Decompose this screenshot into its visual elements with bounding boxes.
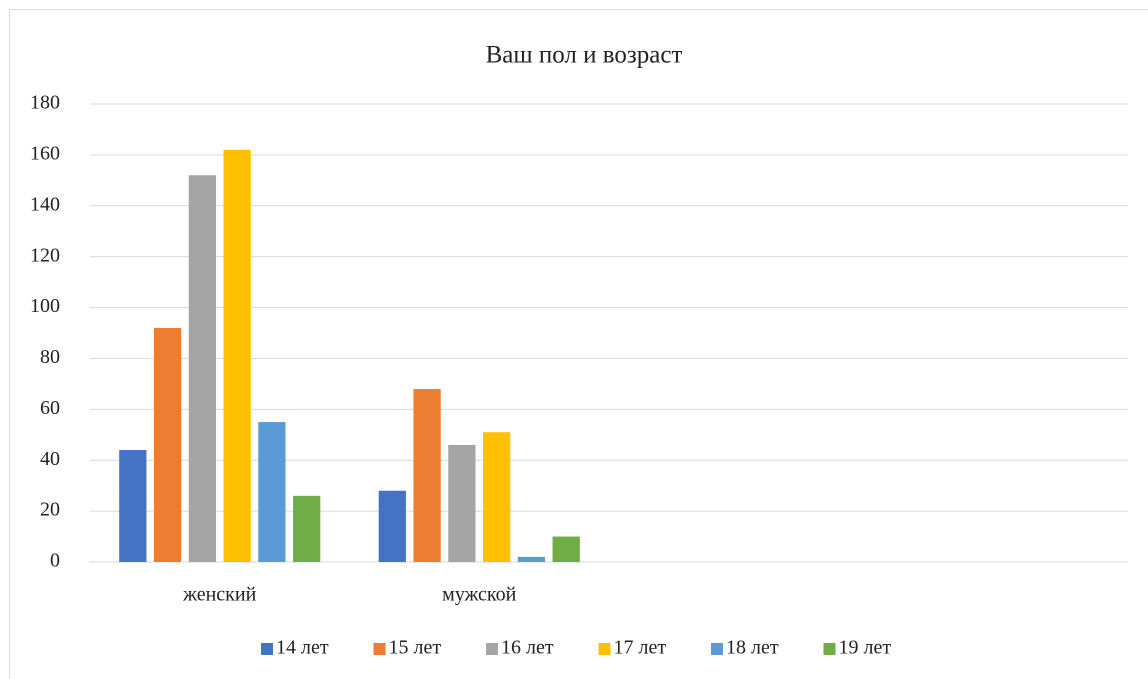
legend-swatch	[598, 643, 611, 655]
y-tick-label: 160	[30, 142, 60, 164]
x-tick-label: женский	[182, 584, 256, 606]
bar	[119, 450, 147, 562]
y-tick-label: 140	[30, 193, 60, 215]
y-tick-label: 100	[30, 295, 60, 317]
legend-label: 18 лет	[726, 637, 779, 659]
x-tick-label: мужской	[442, 584, 516, 606]
legend-label: 19 лет	[839, 637, 892, 659]
chart-title: Ваш пол и возраст	[486, 42, 683, 69]
bar	[517, 556, 546, 562]
bar	[483, 432, 511, 562]
bar	[413, 388, 441, 562]
y-tick-label: 40	[40, 448, 60, 470]
y-tick-label: 0	[50, 550, 60, 572]
legend-swatch	[823, 643, 836, 655]
y-tick-label: 80	[40, 346, 60, 368]
bar	[153, 327, 182, 562]
bar	[448, 444, 476, 562]
legend-label: 14 лет	[276, 637, 329, 659]
legend-label: 16 лет	[501, 637, 554, 659]
y-tick-label: 120	[30, 244, 60, 266]
y-tick-label: 180	[30, 92, 60, 114]
legend-label: 15 лет	[389, 637, 442, 659]
y-tick-label: 60	[40, 397, 60, 419]
legend-swatch	[711, 643, 723, 655]
legend-swatch	[261, 643, 273, 655]
legend-swatch	[486, 643, 498, 655]
legend-swatch	[373, 643, 386, 655]
bar	[552, 536, 580, 562]
chart-frame	[9, 9, 1148, 679]
bar	[188, 175, 216, 562]
legend-label: 17 лет	[614, 637, 667, 659]
bar	[223, 149, 251, 563]
bar	[293, 495, 321, 562]
y-tick-label: 20	[40, 499, 60, 521]
bar	[258, 422, 286, 562]
bar	[378, 490, 406, 562]
